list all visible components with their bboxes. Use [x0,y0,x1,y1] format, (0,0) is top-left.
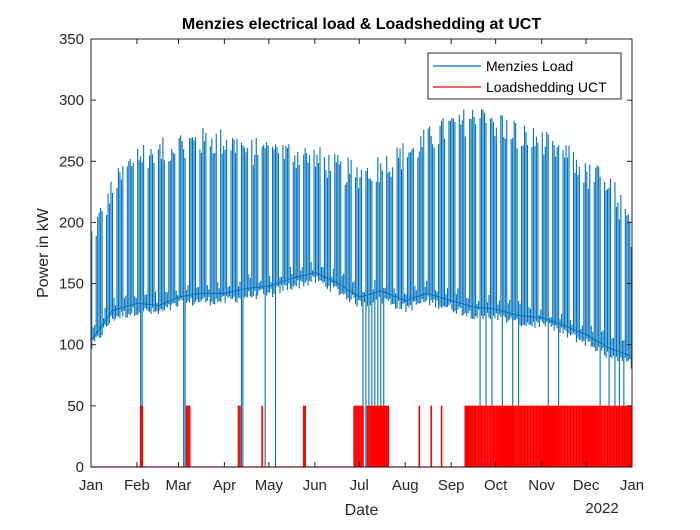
plot-border [90,38,633,468]
x-tick-label: Sep [438,477,465,494]
y-tick-label: 350 [59,31,84,48]
y-axis: 0 50 100 150 200 250 300 350 [59,31,632,476]
x-axis-label: Date [345,502,379,519]
y-tick-label: 300 [59,92,84,109]
x-tick-label: Apr [213,477,236,494]
x-tick-label: Jun [303,477,327,494]
y-tick-label: 50 [67,398,84,415]
y-axis-label: Power in kW [35,207,52,298]
x-tick-label: Mar [166,477,192,494]
load-base-line [91,272,632,357]
x-tick-label: May [255,477,284,494]
y-tick-label: 100 [59,337,84,354]
x-axis: Jan Feb Mar Apr May Jun Jul Aug Sep Oct Nov Dec Jan [79,39,644,494]
x-tick-label: Nov [528,477,555,494]
x-tick-label: Feb [124,477,150,494]
legend: Menzies Load Loadshedding UCT [427,52,622,100]
y-tick-label: 250 [59,153,84,170]
year-label: 2022 [585,500,618,517]
x-tick-label: Jul [350,477,369,494]
y-tick-label: 200 [59,214,84,231]
menzies-load-series [91,109,632,467]
legend-box [427,52,622,100]
x-tick-label: Dec [573,477,600,494]
x-tick-label: Jan [79,477,103,494]
x-tick-label: Jan [620,477,644,494]
chart-title: Menzies electrical load & Loadshedding a… [182,16,541,33]
x-tick-label: Aug [392,477,419,494]
y-tick-label: 0 [76,459,84,476]
legend-label-loadshedding: Loadshedding UCT [486,79,607,95]
legend-label-menzies-load: Menzies Load [486,58,573,74]
x-tick-label: Oct [484,477,508,494]
y-tick-label: 150 [59,276,84,293]
